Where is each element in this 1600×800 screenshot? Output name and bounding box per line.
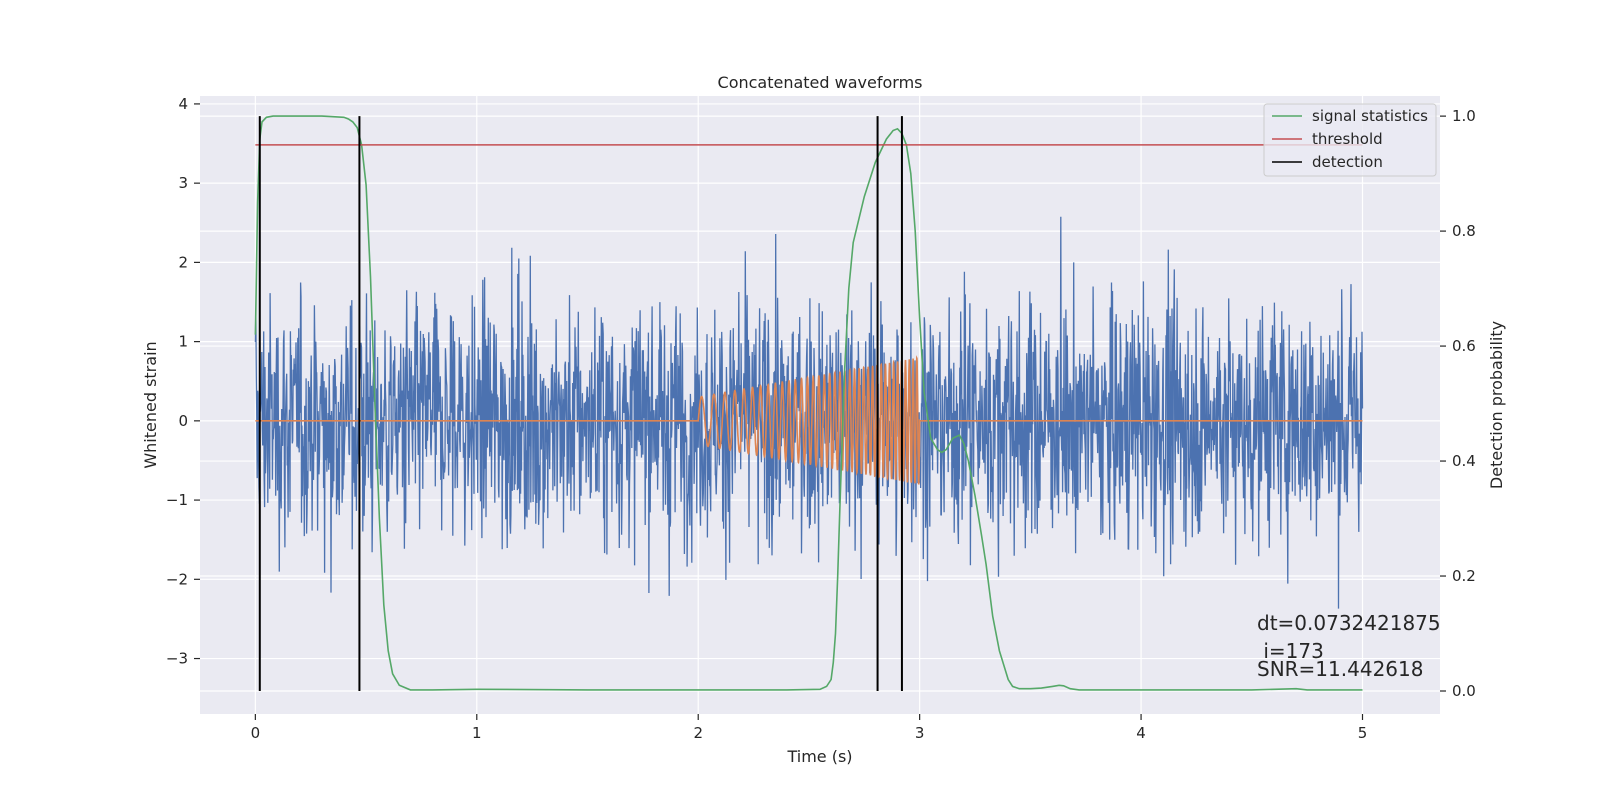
y-tick-label-right-2: 0.4 [1452, 452, 1476, 470]
y-tick-label-left-5: 2 [178, 253, 188, 271]
y-tick-label-left-7: 4 [178, 95, 188, 113]
x-axis-title: Time (s) [786, 747, 852, 766]
annotation: dt=0.0732421875 i=173 SNR=11.442618 [1257, 611, 1441, 681]
legend-label-detection: detection [1312, 153, 1383, 171]
y-tick-label-right-3: 0.6 [1452, 337, 1476, 355]
y-tick-label-left-0: −3 [166, 650, 188, 668]
x-tick-label-5: 5 [1358, 724, 1368, 742]
x-tick-label-1: 1 [472, 724, 482, 742]
y-tick-label-right-0: 0.0 [1452, 682, 1476, 700]
x-tick-label-0: 0 [251, 724, 261, 742]
legend-label-signal-statistics: signal statistics [1312, 107, 1428, 125]
legend: signal statistics threshold detection [1263, 103, 1437, 177]
y-axis-title-left: Whitened strain [141, 341, 160, 468]
y-tick-label-left-3: 0 [178, 412, 188, 430]
axes: 0 1 2 3 4 5 −3 −2 −1 0 1 2 3 4 0.0 0.2 0.4 0.6 0.8 1.0 [166, 95, 1476, 742]
y-tick-label-left-2: −1 [166, 491, 188, 509]
x-tick-label-4: 4 [1136, 724, 1146, 742]
legend-box [1263, 103, 1437, 177]
x-tick-label-3: 3 [915, 724, 925, 742]
y-tick-label-right-5: 1.0 [1452, 107, 1476, 125]
legend-label-threshold: threshold [1312, 130, 1383, 148]
signal-statistics-series [254, 115, 1363, 691]
y-tick-label-left-1: −2 [166, 570, 188, 588]
y-tick-label-left-4: 1 [178, 333, 188, 351]
signal-statistics-line [254, 115, 1363, 691]
y-tick-label-right-4: 0.8 [1452, 222, 1476, 240]
injection-line [255, 357, 1363, 485]
x-tick-label-2: 2 [693, 724, 703, 742]
annotation-dt: dt=0.0732421875 [1257, 611, 1441, 635]
y-tick-label-left-6: 3 [178, 174, 188, 192]
chart-title: Concatenated waveforms [718, 73, 923, 92]
annotation-snr: SNR=11.442618 [1257, 657, 1423, 681]
y-tick-label-right-1: 0.2 [1452, 567, 1476, 585]
injection-series [255, 357, 1363, 485]
annotation-i: i=173 [1257, 639, 1324, 663]
detection-series [258, 116, 903, 692]
y-axis-title-right: Detection probability [1487, 321, 1506, 489]
